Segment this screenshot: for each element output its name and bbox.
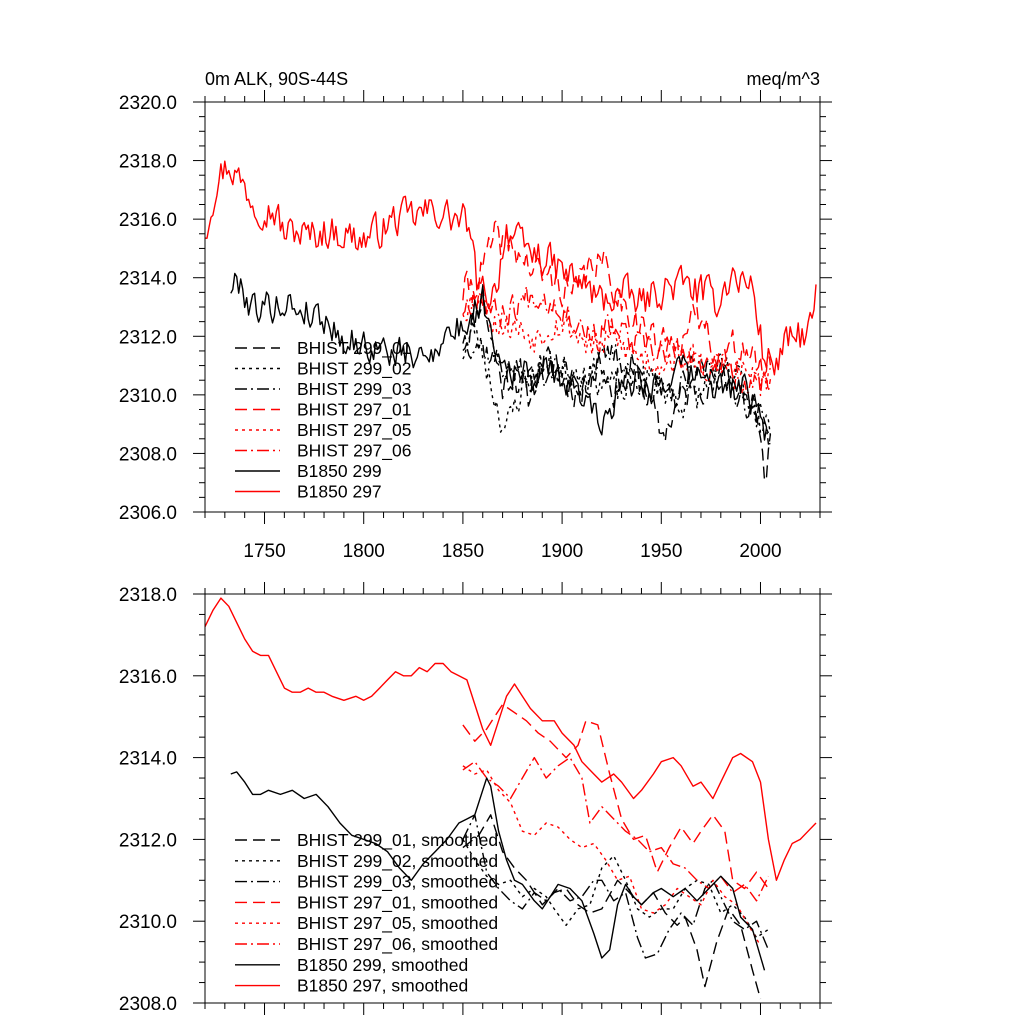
series-line-7 [230, 771, 766, 971]
x-tick-label: 2000 [739, 541, 781, 562]
y-tick-label: 2316.0 [119, 210, 177, 231]
y-tick-label: 2308.0 [119, 444, 177, 465]
legend-label-3: BHIST 299_03, smoothed [297, 872, 498, 893]
legend-label-2: BHIST 299_02 [297, 359, 411, 380]
y-tick-label: 2308.0 [119, 994, 177, 1015]
series-group [205, 597, 817, 1000]
y-tick-label: 2314.0 [119, 749, 177, 770]
legend-label-8: B1850 297, smoothed [297, 976, 468, 996]
series-line-4 [462, 703, 769, 890]
y-tick-label: 2316.0 [119, 667, 177, 688]
legend-label-2: BHIST 299_02, smoothed [297, 851, 498, 872]
y-tick-label: 2320.0 [119, 93, 177, 114]
top-title-right: meq/m^3 [747, 69, 820, 89]
legend-label-4: BHIST 297_01, smoothed [297, 892, 498, 913]
x-tick-label: 1900 [541, 541, 583, 562]
legend-label-1: BHIST 299_01, smoothed [297, 830, 498, 851]
series-group [205, 160, 817, 482]
series-line-8 [205, 597, 817, 881]
y-tick-label: 2318.0 [119, 152, 177, 173]
y-tick-label: 2310.0 [119, 386, 177, 407]
legend-label-4: BHIST 297_01 [297, 400, 411, 421]
series-line-1 [462, 814, 762, 1000]
y-tick-label: 2314.0 [119, 269, 177, 290]
series-line-5 [462, 290, 771, 390]
legend-label-5: BHIST 297_05 [297, 420, 411, 441]
top-panel: 0m ALK, 90S-44S meq/m^3 1750 1800 1850 1900… [119, 69, 832, 562]
series-line-7 [230, 272, 770, 441]
legend-label-6: BHIST 297_06, smoothed [297, 934, 498, 955]
legend-label-7: B1850 299, smoothed [297, 955, 468, 975]
legend-label-3: BHIST 299_03 [297, 379, 411, 400]
y-tick-label: 2312.0 [119, 327, 177, 348]
legend-label-8: B1850 297 [297, 482, 382, 502]
x-tick-label: 1950 [640, 541, 682, 562]
series-line-3 [462, 334, 771, 445]
series-line-3 [462, 814, 770, 959]
y-tick-label: 2318.0 [119, 585, 177, 606]
series-line-8 [205, 160, 817, 376]
y-tick-label: 2306.0 [119, 503, 177, 524]
x-tick-label: 1850 [442, 541, 484, 562]
legend-label-6: BHIST 297_06 [297, 441, 411, 462]
y-tick-label: 2312.0 [119, 830, 177, 851]
series-line-6 [462, 285, 772, 397]
series-line-5 [462, 765, 762, 947]
legend-label-7: B1850 299 [297, 461, 382, 481]
legend-label-1: BHIST 299_01 [297, 338, 411, 359]
x-tick-label: 1800 [343, 541, 385, 562]
series-line-4 [462, 219, 772, 377]
legend-label-5: BHIST 297_05, smoothed [297, 913, 498, 934]
bottom-panel: 2308.0 2310.0 2312.0 2314.0 2316.0 2318.0 BHIS… [119, 582, 832, 1015]
y-tick-label: 2310.0 [119, 912, 177, 933]
x-tick-label: 1750 [243, 541, 285, 562]
series-line-2 [462, 839, 769, 939]
top-title-left: 0m ALK, 90S-44S [205, 69, 348, 89]
